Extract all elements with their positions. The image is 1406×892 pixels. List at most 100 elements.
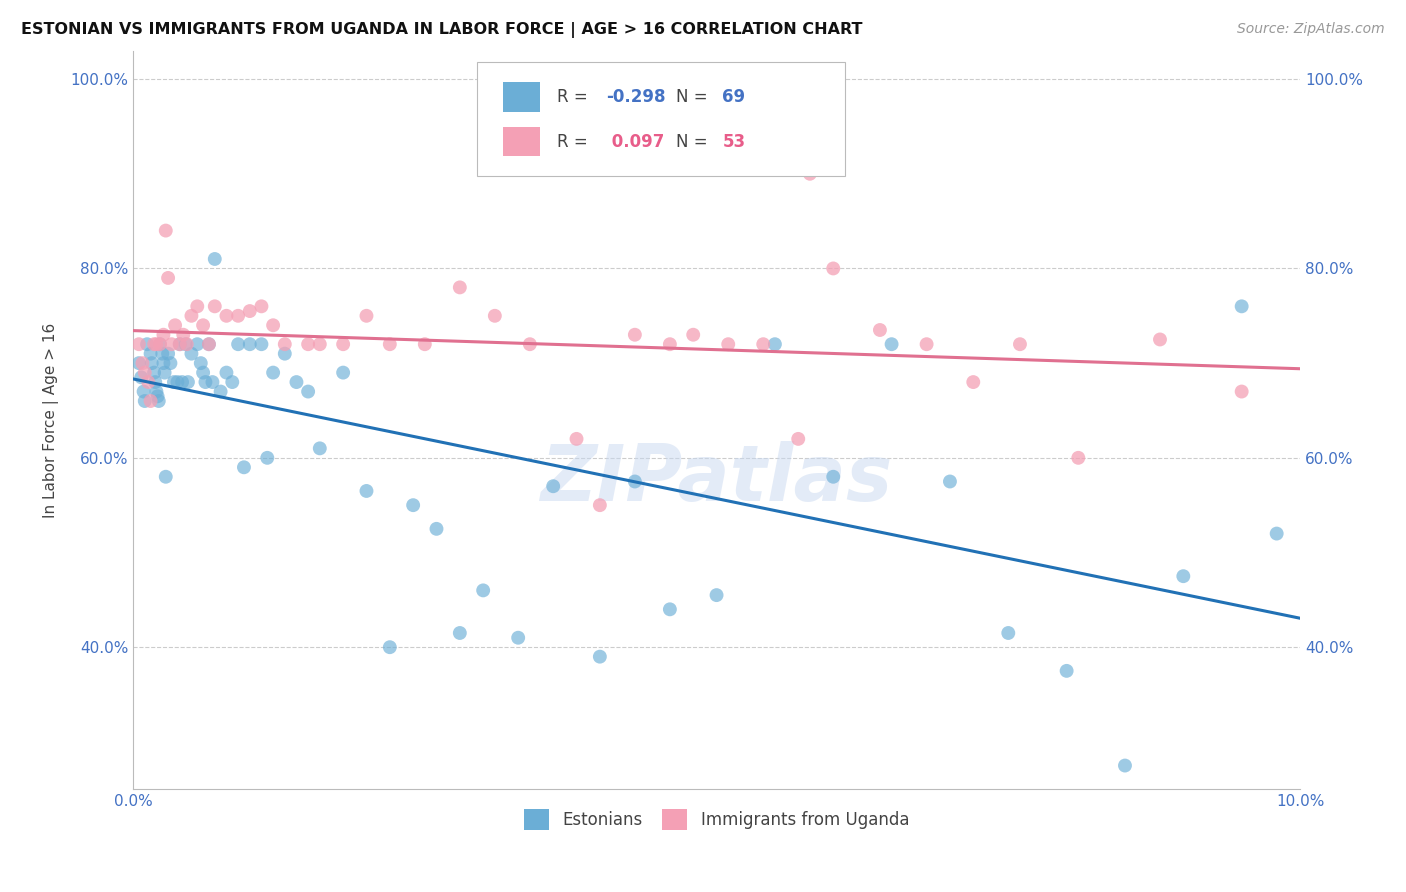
- Point: [134, 366, 156, 380]
- Point: [169, 337, 191, 351]
- Point: [1056, 664, 1078, 678]
- Point: [157, 346, 180, 360]
- Point: [1149, 333, 1171, 347]
- Point: [191, 366, 214, 380]
- Point: [198, 337, 221, 351]
- Point: [752, 337, 775, 351]
- Point: [143, 375, 166, 389]
- Point: [221, 375, 243, 389]
- Text: R =: R =: [557, 88, 593, 106]
- Point: [880, 337, 903, 351]
- Point: [262, 318, 284, 333]
- Point: [624, 475, 647, 489]
- Point: [332, 366, 354, 380]
- Point: [176, 337, 198, 351]
- Point: [823, 469, 845, 483]
- Point: [378, 640, 401, 655]
- Point: [152, 327, 174, 342]
- Point: [191, 318, 214, 333]
- Point: [274, 346, 297, 360]
- Point: [250, 337, 273, 351]
- Point: [706, 588, 728, 602]
- Point: [204, 299, 226, 313]
- Point: [143, 337, 166, 351]
- Text: ZIPatlas: ZIPatlas: [540, 441, 893, 517]
- FancyBboxPatch shape: [503, 127, 540, 156]
- Point: [198, 337, 221, 351]
- Point: [962, 375, 984, 389]
- Point: [565, 432, 588, 446]
- Point: [172, 375, 194, 389]
- Point: [177, 375, 200, 389]
- Y-axis label: In Labor Force | Age > 16: In Labor Force | Age > 16: [44, 322, 59, 517]
- Point: [449, 280, 471, 294]
- Point: [356, 483, 378, 498]
- Point: [139, 394, 162, 409]
- Point: [1008, 337, 1031, 351]
- Point: [997, 626, 1019, 640]
- Text: R =: R =: [557, 133, 593, 151]
- Point: [149, 337, 172, 351]
- Point: [274, 337, 297, 351]
- Point: [356, 309, 378, 323]
- Point: [180, 346, 202, 360]
- Point: [169, 337, 191, 351]
- Point: [332, 337, 354, 351]
- Text: N =: N =: [676, 133, 713, 151]
- Point: [166, 375, 188, 389]
- Point: [589, 498, 612, 512]
- Legend: Estonians, Immigrants from Uganda: Estonians, Immigrants from Uganda: [517, 803, 915, 837]
- Point: [799, 167, 821, 181]
- Point: [1173, 569, 1195, 583]
- Point: [136, 375, 159, 389]
- Point: [150, 346, 173, 360]
- Point: [308, 337, 330, 351]
- Point: [160, 337, 183, 351]
- Point: [763, 337, 786, 351]
- Point: [472, 583, 495, 598]
- Point: [1265, 526, 1288, 541]
- Point: [174, 337, 197, 351]
- Point: [136, 337, 159, 351]
- Point: [658, 337, 681, 351]
- FancyBboxPatch shape: [503, 82, 540, 112]
- Point: [159, 356, 181, 370]
- Point: [308, 442, 330, 456]
- Point: [519, 337, 541, 351]
- Text: -0.298: -0.298: [606, 88, 665, 106]
- Point: [239, 304, 262, 318]
- Point: [139, 346, 162, 360]
- Text: 0.097: 0.097: [606, 133, 664, 151]
- Text: Source: ZipAtlas.com: Source: ZipAtlas.com: [1237, 22, 1385, 37]
- Point: [143, 366, 166, 380]
- Point: [233, 460, 256, 475]
- Point: [256, 450, 278, 465]
- Point: [717, 337, 740, 351]
- Point: [186, 299, 208, 313]
- Point: [194, 375, 217, 389]
- Point: [128, 356, 150, 370]
- Point: [869, 323, 891, 337]
- Text: 69: 69: [723, 88, 745, 106]
- Point: [163, 375, 186, 389]
- Point: [215, 309, 238, 323]
- Point: [915, 337, 938, 351]
- Point: [402, 498, 425, 512]
- FancyBboxPatch shape: [477, 62, 845, 177]
- Point: [449, 626, 471, 640]
- Point: [226, 309, 249, 323]
- Point: [201, 375, 224, 389]
- Point: [146, 389, 169, 403]
- Point: [682, 327, 704, 342]
- Point: [1230, 299, 1253, 313]
- Point: [128, 337, 150, 351]
- Point: [624, 327, 647, 342]
- Point: [134, 394, 156, 409]
- Point: [131, 356, 153, 370]
- Point: [215, 366, 238, 380]
- Point: [508, 631, 530, 645]
- Point: [939, 475, 962, 489]
- Point: [297, 384, 319, 399]
- Text: N =: N =: [676, 88, 713, 106]
- Point: [589, 649, 612, 664]
